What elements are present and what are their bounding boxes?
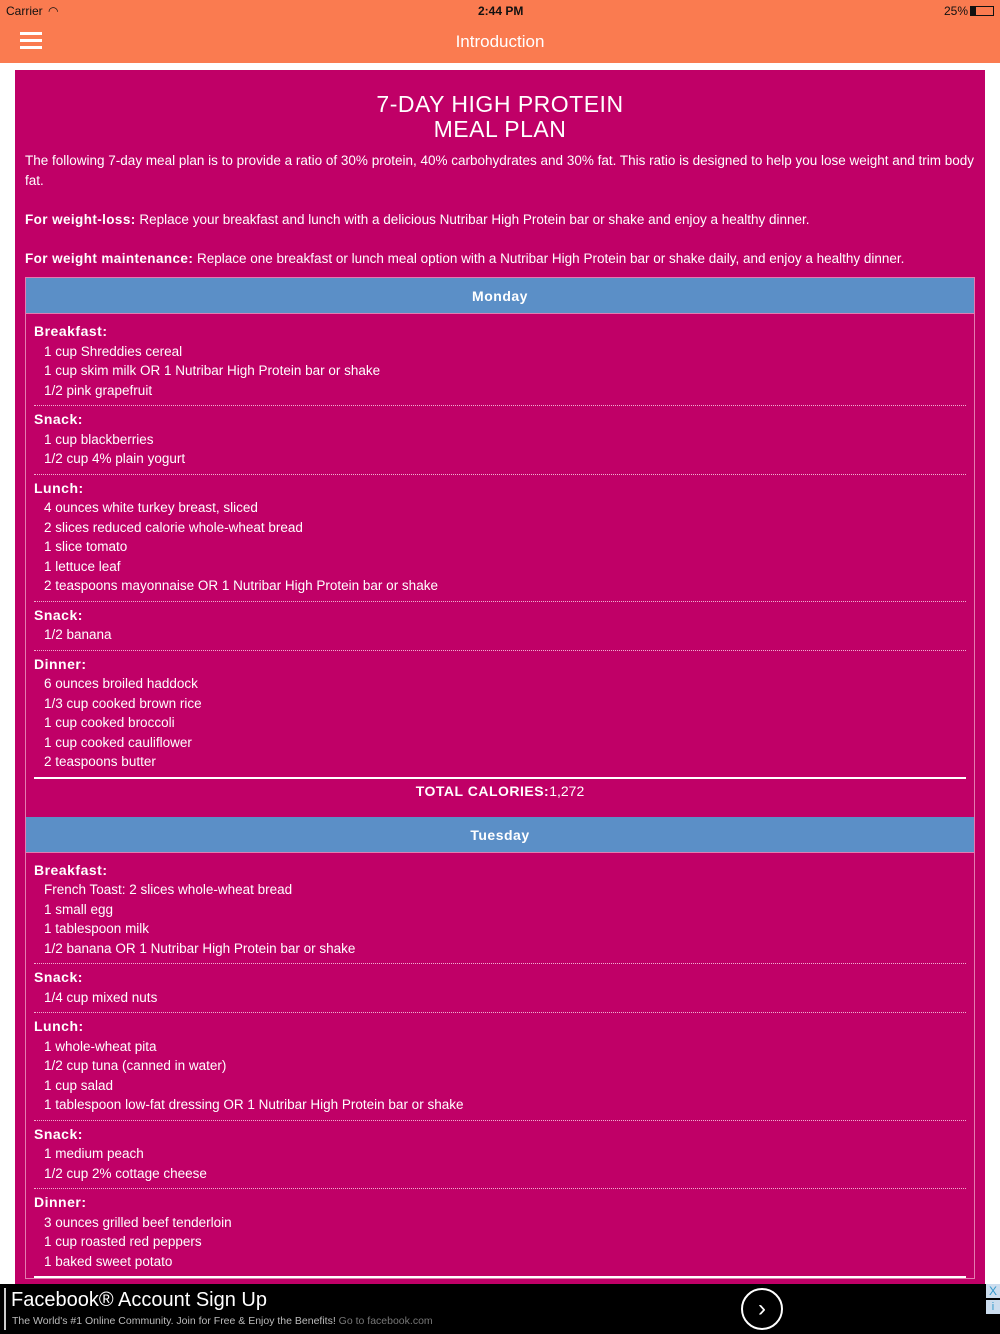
meal-item: 4 ounces white turkey breast, sliced bbox=[44, 500, 258, 515]
meal-item: 1/3 cup cooked brown rice bbox=[44, 695, 202, 711]
meal-item: 1 slice tomato bbox=[44, 539, 128, 554]
close-ad-icon[interactable]: X bbox=[986, 1284, 1000, 1298]
carrier: Carrier bbox=[6, 4, 43, 18]
meal-item: 1 cup cooked cauliflower bbox=[44, 734, 192, 750]
meal-section: Snack: 1/4 cup mixed nuts bbox=[34, 964, 966, 1013]
meal-item: 1 cup Shreddies cereal bbox=[44, 343, 183, 359]
meal-item: 1/2 pink grapefruit bbox=[44, 382, 153, 398]
meal-item: 1 small egg bbox=[44, 901, 114, 917]
day-section: Breakfast: French Toast: 2 slices whole-w… bbox=[26, 853, 974, 1278]
meal-item: 1/4 cup mixed nuts bbox=[44, 989, 158, 1005]
weight-loss-text: For weight-loss: Replace your breakfast … bbox=[25, 211, 810, 227]
meal-section: Snack: 1 medium peach 1/2 cup 2% cottage c… bbox=[34, 1121, 966, 1189]
meal-item: 1 medium peach bbox=[44, 1146, 144, 1161]
meal-item: 2 slices reduced calorie whole-wheat bre… bbox=[44, 519, 303, 535]
meal-label: Lunch: bbox=[34, 479, 84, 496]
battery-level: 25% bbox=[944, 4, 969, 18]
meal-label: Snack: bbox=[34, 969, 83, 985]
meal-section: Snack: 1/2 banana bbox=[34, 602, 966, 651]
meal-item: 1 tablespoon milk bbox=[44, 921, 150, 936]
meal-item: 1/2 banana OR 1 Nutribar High Protein ba… bbox=[44, 940, 356, 956]
meal-plan-table: Monday Breakfast: 1 cup Shreddies cereal 1 … bbox=[25, 277, 975, 1279]
meal-label: Snack: bbox=[34, 411, 83, 427]
meal-item: 1 tablespoon low-fat dressing OR 1 Nutri… bbox=[44, 1097, 464, 1112]
hamburger-menu-icon[interactable] bbox=[20, 32, 42, 50]
day-header: Monday bbox=[26, 278, 974, 314]
meal-item: 1/2 cup 4% plain yogurt bbox=[44, 451, 186, 466]
meal-section: Snack: 1 cup blackberries 1/2 cup 4% plain… bbox=[34, 406, 966, 475]
meal-item: 1 cup salad bbox=[44, 1077, 114, 1093]
meal-item: 1 baked sweet potato bbox=[44, 1253, 173, 1269]
meal-section: Breakfast: 1 cup Shreddies cereal 1 cup sk… bbox=[34, 314, 966, 406]
nav-title: Introduction bbox=[455, 32, 545, 51]
content-panel[interactable]: 7-DAY HIGH PROTEIN MEAL PLAN The followin… bbox=[15, 70, 985, 1284]
ad-banner[interactable]: Facebook® Account Sign Up The World's #1… bbox=[0, 1284, 1000, 1334]
intro-text: The following 7-day meal plan is to prov… bbox=[25, 153, 975, 188]
meal-label: Snack: bbox=[34, 606, 83, 623]
total-calories: TOTAL CALORIES:1,272 bbox=[415, 782, 585, 799]
time: 2:44 PM bbox=[478, 4, 524, 18]
meal-section: Lunch: 4 ounces white turkey breast, slic… bbox=[34, 475, 966, 602]
meal-label: Lunch: bbox=[34, 1018, 84, 1034]
meal-item: 2 teaspoons butter bbox=[44, 754, 156, 769]
meal-item: 1/2 banana bbox=[44, 627, 112, 642]
meal-section: Dinner: 3 ounces grilled beef tenderloin 1… bbox=[34, 1189, 966, 1278]
meal-section: Dinner: 6 ounces broiled haddock 1/3 cup c… bbox=[34, 651, 966, 779]
day-header: Tuesday bbox=[26, 816, 974, 853]
meal-item: French Toast: 2 slices whole-wheat bread bbox=[44, 882, 293, 897]
info-icon[interactable]: i bbox=[986, 1300, 1000, 1314]
meal-section: Breakfast: French Toast: 2 slices whole-w… bbox=[34, 853, 966, 964]
meal-item: 1/2 cup tuna (canned in water) bbox=[44, 1058, 227, 1073]
status-bar: Carrier ◠ 2:44 PM 25% bbox=[0, 0, 1000, 22]
nav-bar: Introduction bbox=[0, 22, 1000, 63]
meal-label: Dinner: bbox=[34, 1194, 87, 1210]
meal-item: 1/2 cup 2% cottage cheese bbox=[44, 1165, 207, 1181]
maintenance-text: For weight maintenance: Replace one brea… bbox=[25, 250, 905, 266]
meal-item: 1 cup cooked broccoli bbox=[44, 715, 175, 730]
meal-item: 1 cup blackberries bbox=[44, 431, 154, 447]
meal-label: Snack: bbox=[34, 1125, 83, 1142]
ad-subtitle[interactable]: The World's #1 Online Community. Join fo… bbox=[12, 1315, 433, 1327]
meal-label: Breakfast: bbox=[34, 861, 108, 878]
meal-item: 2 teaspoons mayonnaise OR 1 Nutribar Hig… bbox=[44, 578, 438, 593]
day-section: Breakfast: 1 cup Shreddies cereal 1 cup sk… bbox=[26, 314, 974, 817]
meal-label: Breakfast: bbox=[34, 323, 108, 339]
meal-item: 6 ounces broiled haddock bbox=[44, 676, 198, 691]
meal-section: Lunch: 1 whole-wheat pita 1/2 cup tuna (ca… bbox=[34, 1013, 966, 1121]
meal-item: 1 whole-wheat pita bbox=[44, 1038, 157, 1054]
meal-item: 1 cup skim milk OR 1 Nutribar High Prote… bbox=[44, 363, 381, 378]
meal-item: 1 lettuce leaf bbox=[44, 558, 121, 574]
meal-item: 3 ounces grilled beef tenderloin bbox=[44, 1214, 232, 1230]
meal-item: 1 cup roasted red peppers bbox=[44, 1234, 202, 1249]
page-title: 7-DAY HIGH PROTEIN MEAL PLAN bbox=[376, 91, 624, 142]
meal-label: Dinner: bbox=[34, 655, 87, 672]
chevron-right-icon[interactable]: › bbox=[741, 1288, 783, 1330]
ad-title[interactable]: Facebook® Account Sign Up bbox=[11, 1289, 267, 1311]
wifi-icon: ◠ bbox=[48, 4, 59, 18]
battery-icon bbox=[970, 6, 994, 16]
